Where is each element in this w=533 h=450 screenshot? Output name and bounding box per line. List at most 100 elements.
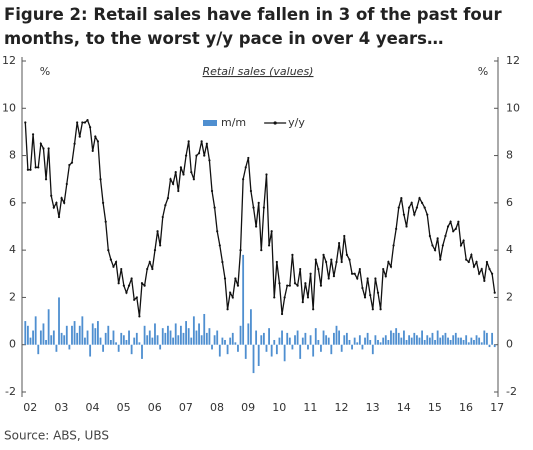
point [94, 135, 97, 138]
bar [454, 332, 457, 345]
bar [252, 344, 255, 374]
bar [364, 337, 366, 345]
bar [439, 337, 442, 345]
bar [143, 325, 146, 345]
point [184, 154, 188, 157]
point [81, 121, 84, 124]
bar [89, 344, 92, 357]
bar [208, 328, 211, 345]
point [319, 284, 323, 287]
point [244, 166, 247, 169]
bar [330, 344, 333, 355]
bar [52, 330, 55, 345]
x-tick-label: 10 [272, 401, 286, 414]
point [78, 135, 81, 138]
point [433, 249, 437, 252]
point [428, 234, 431, 238]
bar [29, 337, 32, 345]
bar [473, 339, 475, 345]
point [293, 282, 297, 285]
bar [250, 309, 252, 345]
y2-tick-label: 0 [506, 338, 513, 351]
bar [185, 321, 187, 345]
point [454, 227, 457, 230]
point [109, 258, 112, 261]
point [138, 315, 141, 318]
bar [73, 321, 76, 345]
chart-subtitle: Retail sales (values) [203, 65, 314, 78]
bar [483, 330, 486, 345]
point [76, 121, 79, 124]
point [420, 201, 424, 204]
point [203, 154, 206, 157]
point [345, 253, 348, 256]
bar [172, 337, 175, 345]
bar [159, 344, 162, 350]
bar [45, 339, 47, 345]
point [29, 168, 32, 171]
bar [221, 337, 224, 345]
point [348, 258, 351, 261]
bar [480, 342, 483, 345]
point [312, 308, 315, 311]
point [423, 206, 426, 209]
point [491, 272, 494, 275]
bar [470, 337, 473, 345]
bar [291, 344, 294, 350]
point [288, 284, 291, 287]
point [457, 220, 460, 223]
bar [314, 328, 317, 345]
bar [447, 337, 449, 345]
point [120, 267, 123, 271]
point [413, 213, 416, 216]
bar [449, 339, 452, 345]
bar [257, 344, 260, 366]
bar [351, 344, 353, 350]
bar [379, 342, 382, 345]
y2-tick-label: 2 [506, 290, 513, 303]
point [247, 156, 250, 160]
point [179, 166, 183, 169]
bar [415, 335, 418, 345]
bar [475, 335, 478, 345]
point [317, 267, 320, 271]
point [343, 234, 346, 238]
point [239, 249, 242, 252]
point [257, 201, 260, 204]
point [369, 293, 372, 297]
bar [42, 323, 45, 345]
legend-swatch [203, 120, 217, 126]
point [426, 213, 429, 216]
bar [50, 335, 53, 345]
bar [299, 344, 302, 359]
bar [102, 344, 105, 352]
bar [493, 344, 496, 348]
point [340, 260, 343, 264]
point [270, 230, 273, 233]
bar [444, 332, 447, 345]
point [161, 215, 164, 219]
point [431, 244, 434, 247]
bar [374, 335, 377, 345]
bar [384, 335, 387, 345]
point [107, 249, 110, 252]
point [475, 260, 478, 264]
bar [262, 332, 265, 345]
bar [265, 344, 268, 352]
point [91, 149, 94, 152]
bar [167, 325, 169, 345]
point [42, 147, 45, 150]
point [73, 142, 76, 145]
bar [146, 335, 149, 345]
bar [120, 332, 123, 345]
bar [296, 330, 299, 345]
point [122, 284, 125, 287]
point [441, 244, 444, 247]
bar [361, 344, 364, 350]
bar [465, 335, 468, 345]
bar [358, 335, 361, 345]
point [104, 220, 107, 223]
bar [195, 330, 198, 345]
bar [260, 335, 263, 345]
bar [203, 313, 206, 345]
